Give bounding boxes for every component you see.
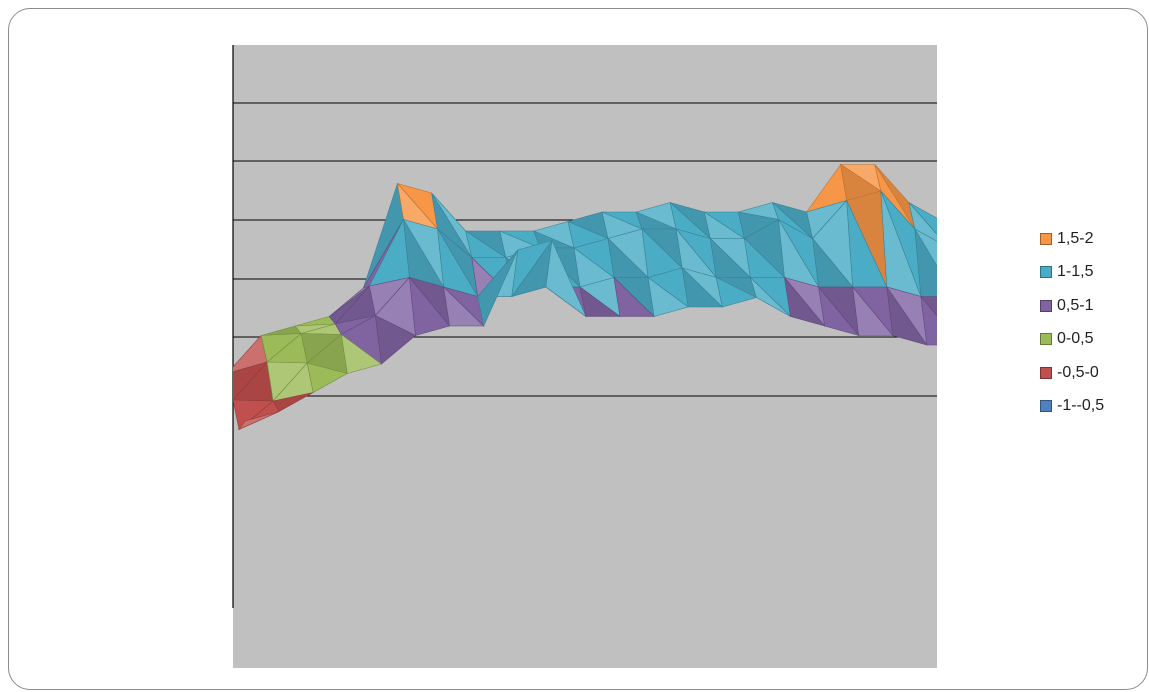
legend-label: -1--0,5 xyxy=(1057,397,1105,415)
surface-facet xyxy=(375,314,417,365)
legend-swatch xyxy=(1040,400,1052,413)
surface xyxy=(233,163,937,431)
legend-swatch xyxy=(1040,333,1052,346)
legend-item: -0,5-0 xyxy=(1040,356,1145,390)
surface-facet xyxy=(511,239,553,297)
legend-item: 1-1,5 xyxy=(1040,256,1145,290)
legend-swatch xyxy=(1040,232,1052,245)
legend-item: 1,5-2 xyxy=(1040,222,1145,256)
surface-facet xyxy=(477,249,519,327)
legend: 1,5-2 1-1,5 0,5-1 0-0,5 -0,5-0 -1--0,5 xyxy=(1040,222,1145,423)
legend-swatch xyxy=(1040,266,1052,279)
legend-label: 0,5-1 xyxy=(1057,296,1094,314)
surface-facet xyxy=(920,295,937,346)
surface-facet xyxy=(409,276,451,336)
surface-facet xyxy=(613,276,655,317)
legend-label: 0-0,5 xyxy=(1057,330,1094,348)
surface-facet xyxy=(272,392,314,412)
legend-item: -1--0,5 xyxy=(1040,390,1145,424)
legend-label: 1,5-2 xyxy=(1057,229,1094,247)
legend-label: 1-1,5 xyxy=(1057,263,1094,281)
surface-facet xyxy=(715,276,758,308)
surface-facet xyxy=(749,276,791,317)
legend-item: 0,5-1 xyxy=(1040,289,1145,323)
surface-facet xyxy=(545,239,587,318)
surface-facet xyxy=(784,276,826,327)
surface-facet xyxy=(818,285,860,337)
surface-facet xyxy=(914,228,937,297)
surface-facet xyxy=(852,286,894,336)
surface-facet xyxy=(443,286,485,327)
surface-facet xyxy=(579,286,621,317)
legend-item: 0-0,5 xyxy=(1040,323,1145,357)
legend-label: -0,5-0 xyxy=(1057,363,1099,381)
legend-swatch xyxy=(1040,366,1052,379)
surface-facet xyxy=(647,276,689,317)
surface-facet xyxy=(886,286,928,346)
legend-swatch xyxy=(1040,299,1052,312)
surface-facet xyxy=(340,333,383,374)
surface-facet xyxy=(306,362,349,393)
surface-facet xyxy=(238,411,280,431)
surface-facet xyxy=(681,267,724,308)
